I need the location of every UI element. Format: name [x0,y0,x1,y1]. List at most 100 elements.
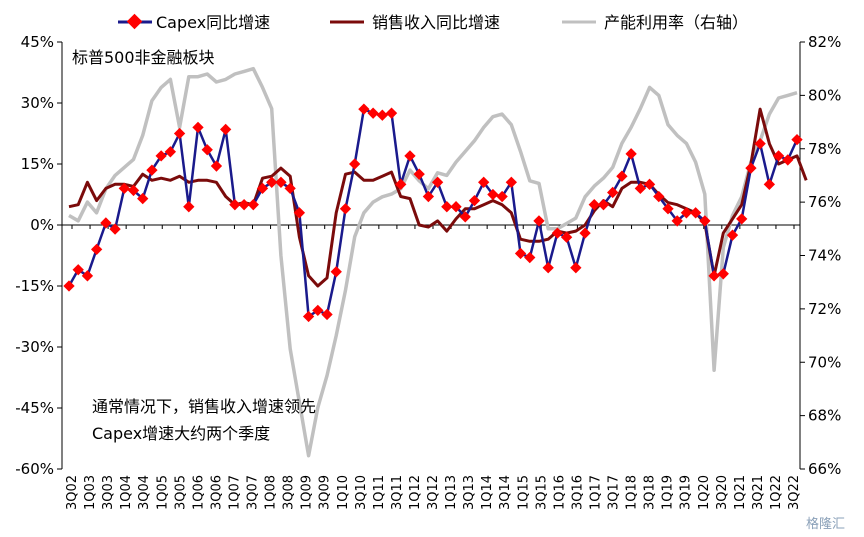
capex-marker [671,215,683,227]
x-tick-label: 3Q03 [101,475,116,510]
x-tick-label: 1Q12 [408,475,423,510]
y-right-tick-label: 76% [808,193,841,211]
capex-marker [90,243,103,256]
y-left-tick-label: -45% [15,399,54,417]
capex-marker [339,203,352,215]
capex-marker [468,194,481,207]
capex-marker [413,168,425,180]
capex-marker [376,109,388,121]
capex-marker [689,207,702,219]
capex-marker [699,215,711,227]
x-tick-label: 3Q09 [318,475,333,510]
capex-marker [210,160,223,172]
y-left-tick-label: 45% [21,33,54,51]
capex-marker [256,182,269,195]
y-right-tick-label: 78% [808,140,841,158]
capex-marker [542,262,554,274]
x-tick-label: 3Q05 [173,475,188,510]
capex-marker [63,280,75,292]
capex-marker [717,268,729,280]
capex-marker [680,207,693,219]
capex-marker [127,184,140,197]
capex-marker [312,304,324,317]
x-tick-label: 1Q04 [119,475,134,510]
x-tick-label: 1Q05 [155,475,170,510]
x-tick-label: 3Q06 [209,475,224,510]
x-tick-label: 1Q18 [625,475,640,510]
capex-marker [607,186,619,199]
capex-marker [487,188,499,201]
x-tick-label: 3Q16 [570,475,585,510]
x-tick-label: 3Q19 [679,475,694,510]
capex-marker [450,201,462,213]
x-tick-label: 3Q15 [534,475,549,510]
capex-marker [164,146,177,158]
y-right-tick-label: 68% [808,407,841,425]
x-tick-label: 1Q11 [372,475,387,510]
y-right-tick-label: 66% [808,460,841,478]
capex-marker [726,229,739,241]
y-left-tick-label: -60% [15,460,54,478]
y-right-tick-label: 70% [808,353,841,371]
x-tick-label: 3Q02 [65,475,80,510]
legend-item-util: 产能利用率（右轴） [562,13,748,32]
y-right-axis: 82% 80% 78% 76% 74% 72% 70% 68% 66% [800,33,841,478]
x-tick-label: 3Q11 [390,475,405,510]
capex-marker [643,178,656,190]
y-right-tick-label: 82% [808,33,841,51]
x-tick-label: 1Q21 [733,475,748,510]
x-tick-label: 1Q17 [588,475,603,510]
capex-marker [321,308,333,321]
capex-marker [422,190,435,203]
capex-marker [791,133,803,146]
capex-marker [395,178,407,190]
capex-marker [275,176,287,188]
x-tick-label: 1Q09 [300,475,315,510]
capex-marker [238,199,250,211]
capex-marker [708,270,720,282]
legend-label-util: 产能利用率（右轴） [604,13,748,32]
capex-marker [431,176,444,188]
legend-capex-marker [126,13,143,30]
capex-marker [146,164,158,176]
legend-item-sales: 销售收入同比增速 [330,13,500,32]
capex-marker [653,190,665,203]
x-tick-label: 3Q04 [137,475,152,510]
capex-marker [349,158,361,170]
x-tick-label: 3Q17 [607,475,622,510]
capex-marker [560,231,573,243]
x-tick-label: 3Q10 [354,475,369,510]
capex-marker [385,107,398,119]
annotation-line-1: 通常情况下，销售收入增速领先 [92,397,316,416]
capex-marker [551,227,564,239]
x-tick-label: 1Q07 [227,475,242,510]
y-left-tick-label: 15% [21,155,54,173]
capex-marker [496,190,508,203]
y-right-tick-label: 80% [808,86,841,104]
capex-marker [754,138,766,150]
x-tick-label: 1Q19 [661,475,676,510]
capex-marker [173,127,186,140]
x-tick-label: 3Q13 [462,475,477,510]
x-tick-label: 3Q20 [715,475,730,510]
x-axis: 3Q02 1Q03 3Q03 1Q04 3Q04 1Q05 3Q05 1Q06 3Q06 1Q07… [65,225,802,510]
y-right-tick-label: 72% [808,300,841,318]
capex-marker [302,310,315,323]
x-tick-label: 3Q08 [282,475,297,510]
watermark: 格隆汇 [806,516,845,532]
x-tick-label: 1Q14 [480,475,495,510]
x-tick-label: 1Q10 [336,475,351,510]
capex-marker [155,150,167,162]
x-tick-label: 1Q03 [83,475,98,510]
capex-marker [597,199,610,211]
capex-marker [137,192,149,205]
capex-marker [229,199,241,211]
capex-marker [478,176,490,188]
capex-marker [745,162,757,174]
y-left-axis: 45% 30% 15% 0% -15% -30% -45% -60% [15,33,62,478]
capex-marker [201,144,213,156]
legend-label-sales: 销售收入同比增速 [372,13,500,32]
x-tick-label: 1Q20 [697,475,712,510]
y-left-tick-label: -15% [15,277,54,295]
x-tick-label: 3Q07 [246,475,261,510]
